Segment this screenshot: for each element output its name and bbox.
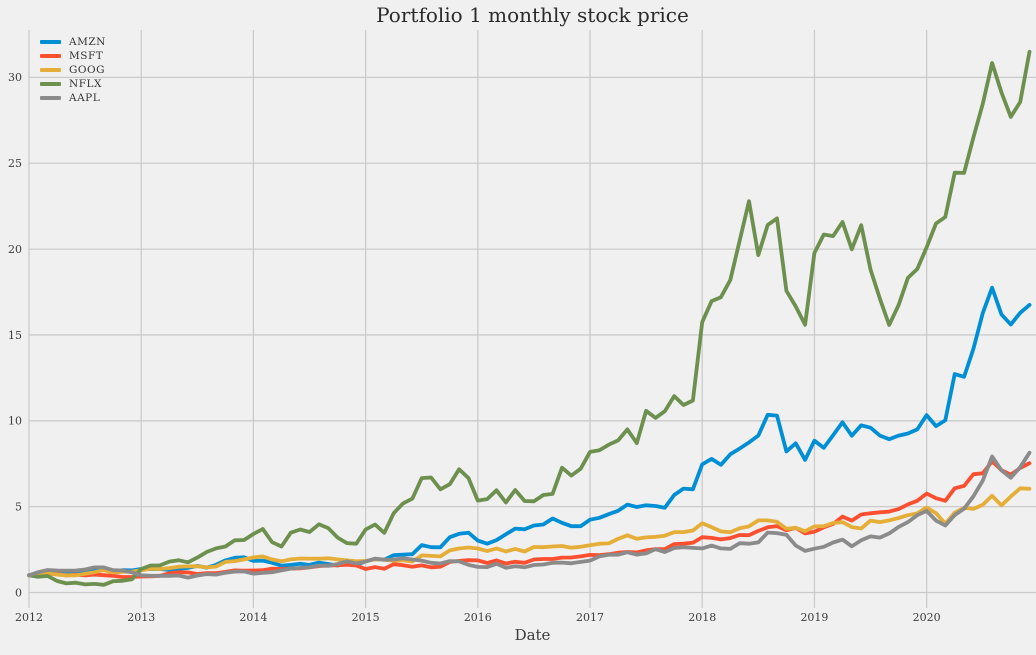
- series-line-NFLX: [27, 49, 1032, 587]
- x-tick-label-2018: 2018: [688, 611, 716, 624]
- x-tick-label-2014: 2014: [239, 611, 267, 624]
- x-tick-label-2020: 2020: [913, 611, 941, 624]
- y-tick-label-15: 15: [8, 329, 22, 342]
- y-tick-label-30: 30: [8, 71, 22, 84]
- legend-label-AMZN: AMZN: [69, 35, 106, 48]
- legend-item-AAPL: AAPL: [40, 90, 106, 104]
- x-tick-label-2013: 2013: [127, 611, 155, 624]
- x-tick-label-2015: 2015: [352, 611, 380, 624]
- series-line-AAPL: [27, 450, 1032, 580]
- legend-label-MSFT: MSFT: [69, 49, 104, 62]
- legend-label-AAPL: AAPL: [69, 91, 101, 104]
- legend-swatch-AMZN: [40, 39, 61, 44]
- legend-item-MSFT: MSFT: [40, 48, 106, 62]
- y-tick-label-5: 5: [15, 500, 22, 513]
- series-line-GOOG: [27, 486, 1032, 578]
- chart-title: Portfolio 1 monthly stock price: [376, 3, 689, 27]
- legend-item-AMZN: AMZN: [40, 34, 106, 48]
- legend-item-GOOG: GOOG: [40, 62, 106, 76]
- legend-label-GOOG: GOOG: [69, 63, 105, 76]
- series-line-AMZN: [27, 285, 1032, 579]
- legend-swatch-NFLX: [40, 81, 61, 86]
- y-tick-label-25: 25: [8, 157, 22, 170]
- y-tick-label-0: 0: [15, 586, 22, 599]
- legend-swatch-AAPL: [40, 95, 61, 100]
- y-tick-label-10: 10: [8, 415, 22, 428]
- x-axis-label: Date: [514, 626, 551, 644]
- x-tick-label-2012: 2012: [15, 611, 43, 624]
- legend-swatch-GOOG: [40, 67, 61, 72]
- legend-item-NFLX: NFLX: [40, 76, 106, 90]
- legend-label-NFLX: NFLX: [69, 77, 102, 90]
- legend: AMZN MSFT GOOG NFLX AAPL: [40, 34, 106, 104]
- y-tick-label-20: 20: [8, 243, 22, 256]
- legend-swatch-MSFT: [40, 53, 61, 58]
- x-tick-label-2016: 2016: [464, 611, 492, 624]
- x-tick-label-2019: 2019: [800, 611, 828, 624]
- x-tick-label-2017: 2017: [576, 611, 604, 624]
- series-line-MSFT: [27, 459, 1032, 579]
